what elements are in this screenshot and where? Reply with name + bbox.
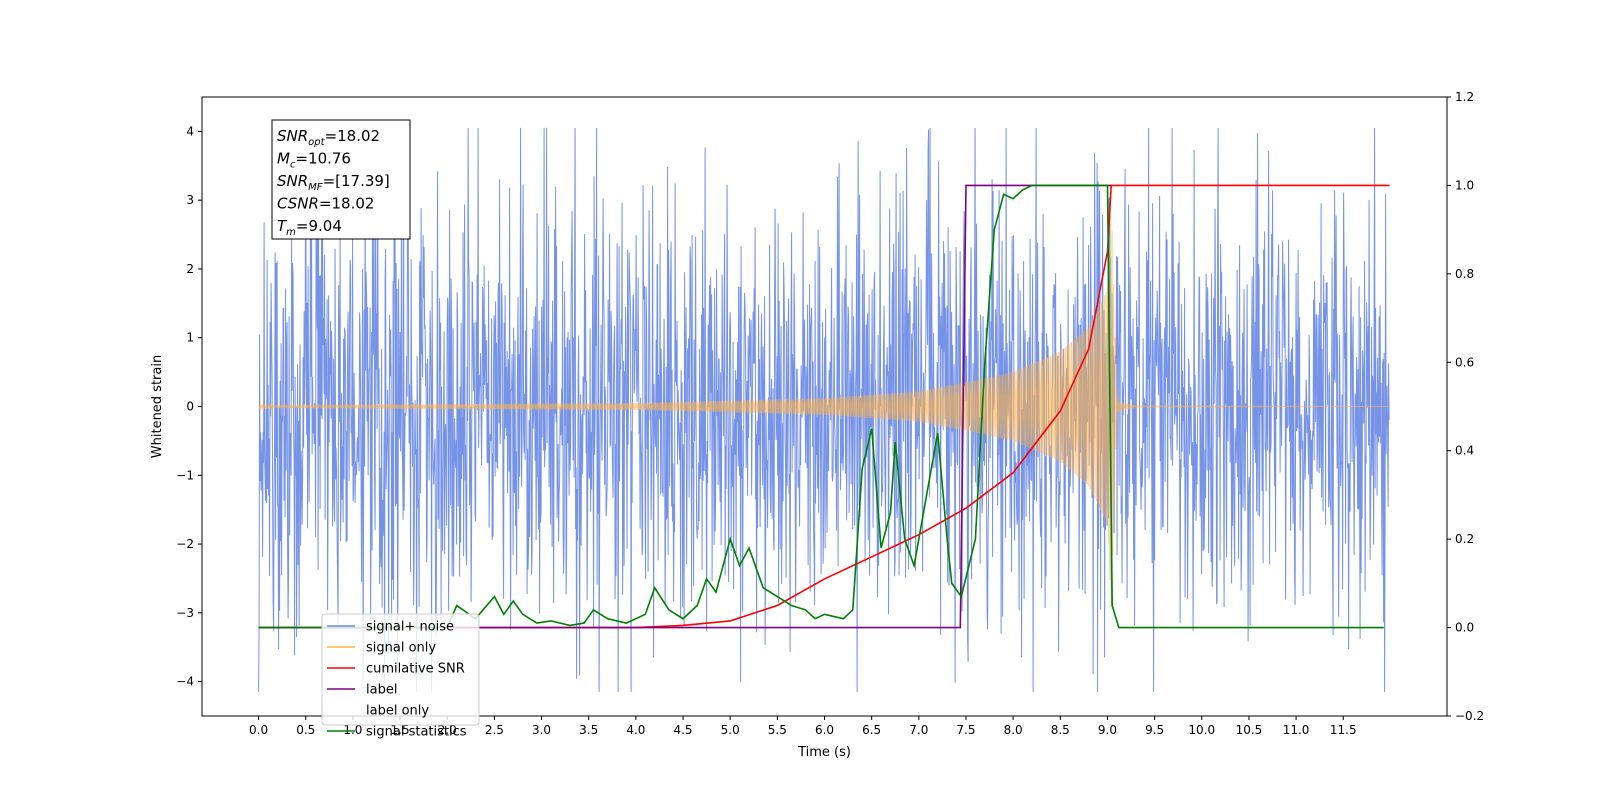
y-right-tick-label: 1.0 (1455, 178, 1474, 192)
legend-label: signal statistics (366, 725, 467, 740)
x-axis-label: Time (s) (797, 745, 851, 760)
annotation-symbol: CSNR (277, 195, 319, 213)
y-left-tick-label: −1 (176, 468, 194, 482)
y-left-tick-label: 4 (186, 124, 194, 138)
x-tick-label: 1.0 (343, 723, 362, 737)
y-left-tick-label: −3 (176, 606, 194, 620)
y-left-tick-label: 2 (186, 262, 194, 276)
legend-label: cumilative SNR (366, 662, 465, 677)
x-tick-label: 11.5 (1330, 723, 1357, 737)
annotation-subscript: opt (308, 137, 325, 148)
legend-label: signal+ noise (366, 620, 454, 635)
legend: signal+ noise signal only cumilative SNR la… (321, 613, 480, 740)
y-right-tick-label: 0.4 (1455, 444, 1474, 458)
x-tick-label: 1.5 (391, 723, 410, 737)
annotation-value: =18.02 (325, 127, 381, 145)
x-tick-label: 7.0 (909, 723, 928, 737)
x-tick-label: 0.5 (296, 723, 315, 737)
y-right-tick-label: 0.0 (1455, 621, 1474, 635)
annotation-symbol: T (277, 217, 288, 235)
x-tick-label: 6.0 (815, 723, 834, 737)
series-signal-plus-noise (258, 127, 1390, 692)
x-tick-label: 8.5 (1051, 723, 1070, 737)
annotation-subscript: c (290, 160, 296, 171)
x-tick-label: 10.5 (1236, 723, 1263, 737)
y-axis-label-left: Whitened strain (150, 355, 165, 458)
annotation-subscript: MF (308, 182, 323, 193)
stats-annotation-frame (271, 119, 411, 240)
legend-label: label only (366, 704, 429, 719)
y-right-tick-label: −0.2 (1455, 709, 1484, 723)
x-tick-label: 4.0 (626, 723, 645, 737)
annotation-value: =10.76 (295, 150, 351, 168)
annotation-value: =9.04 (296, 217, 342, 235)
x-tick-label: 8.0 (1004, 723, 1023, 737)
y-right-tick-label: 1.2 (1455, 90, 1474, 104)
y-left-tick-label: 1 (186, 331, 194, 345)
annotation-symbol: M (277, 150, 290, 168)
series-signal-statistics (258, 184, 1384, 629)
plot-series (258, 127, 1390, 692)
x-tick-label: 2.0 (438, 723, 457, 737)
y-right-tick-label: 0.2 (1455, 532, 1474, 546)
x-tick-label: 11.0 (1283, 723, 1310, 737)
annotation-line: Mc=10.76 (277, 150, 351, 171)
series-signal-only (258, 215, 1389, 609)
y-left-tick-label: −4 (176, 675, 194, 689)
annotation-symbol: SNR (277, 172, 308, 190)
legend-label: signal only (366, 641, 436, 656)
x-tick-label: 0.0 (249, 723, 268, 737)
x-tick-label: 4.5 (673, 723, 692, 737)
x-tick-label: 9.5 (1145, 723, 1164, 737)
axes: 0.0 0.5 1.0 1.5 2.0 2.5 3.0 3.5 4.0 4.5 5.0 5.5 6.0 6… (176, 90, 1484, 737)
annotation-line: CSNR=18.02 (277, 195, 374, 213)
legend-frame (321, 613, 480, 726)
annotation-symbol: SNR (277, 127, 308, 145)
annotation-line: SNRMF=[17.39] (277, 172, 390, 193)
annotation-value: =[17.39] (323, 172, 390, 190)
annotation-line: Tm=9.04 (277, 217, 342, 238)
y-left-tick-label: 3 (186, 193, 194, 207)
annotation-subscript: m (286, 227, 296, 238)
x-tick-label: 7.5 (956, 723, 975, 737)
x-tick-label: 3.5 (579, 723, 598, 737)
x-tick-label: 6.5 (862, 723, 881, 737)
x-tick-label: 3.0 (532, 723, 551, 737)
x-tick-label: 2.5 (485, 723, 504, 737)
x-tick-label: 5.5 (768, 723, 787, 737)
x-tick-label: 5.0 (721, 723, 740, 737)
y-left-tick-label: −2 (176, 537, 194, 551)
legend-label: label (366, 683, 397, 698)
y-left-tick-label: 0 (186, 400, 194, 414)
y-right-tick-label: 0.6 (1455, 355, 1474, 369)
y-right-tick-label: 0.8 (1455, 267, 1474, 281)
x-tick-label: 10.0 (1188, 723, 1215, 737)
stats-annotation-box: SNRopt=18.02Mc=10.76SNRMF=[17.39]CSNR=18… (271, 119, 411, 240)
annotation-line: SNRopt=18.02 (277, 127, 380, 148)
x-tick-label: 9.0 (1098, 723, 1117, 737)
annotation-value: =18.02 (319, 195, 375, 213)
